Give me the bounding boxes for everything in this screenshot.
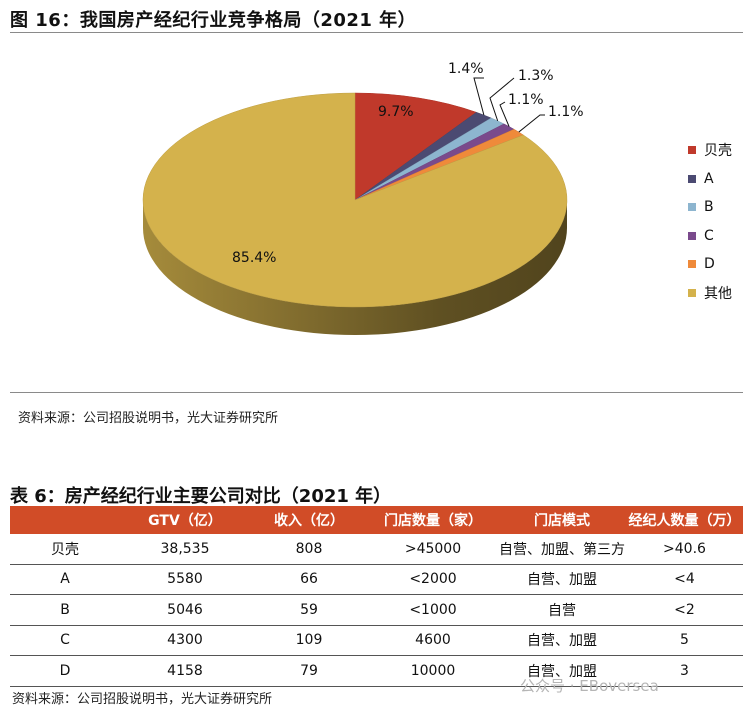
table-cell: B (10, 594, 120, 626)
legend-swatch (688, 203, 696, 212)
table-cell: 5580 (120, 564, 250, 595)
table-header-cell: GTV（亿） (148, 513, 222, 529)
table-cell: 4158 (120, 655, 250, 687)
table-cell: 自营 (498, 594, 626, 626)
legend-item: 贝壳 (688, 136, 732, 165)
watermark: 公众号 · EBoversea (520, 677, 659, 695)
table-header-cell: 收入（亿） (274, 513, 344, 529)
leader-line-B (489, 77, 515, 122)
table-cell: <2000 (368, 564, 498, 595)
table-cell: <2 (626, 594, 743, 626)
legend-label: A (704, 170, 714, 187)
data-label-贝壳: 9.7% (378, 104, 414, 120)
table-cell: >40.6 (626, 534, 743, 565)
table-row: A 5580 66 <2000 自营、加盟 <4 (10, 564, 743, 595)
table-cell: 5046 (120, 594, 250, 626)
table-row: 贝壳 38,535 808 >45000 自营、加盟、第三方 >40.6 (10, 534, 743, 565)
table-cell: 自营、加盟 (498, 625, 626, 656)
figure-title: 图 16：我国房产经纪行业竞争格局（2021 年） (10, 10, 417, 31)
table-cell: 自营、加盟 (498, 655, 626, 687)
leader-line-A (473, 77, 485, 116)
legend-item: A (688, 165, 732, 194)
table-cell: 3 (626, 655, 743, 687)
table-header-row: GTV（亿） 收入（亿） 门店数量（家） 门店模式 经纪人数量（万） (10, 506, 743, 534)
pie-chart: 9.7% 85.4% 1.4% 1.3% 1.1%1.1% (142, 61, 584, 335)
legend-swatch (688, 288, 696, 297)
table-body: 贝壳 38,535 808 >45000 自营、加盟、第三方 >40.6 A 5580 66 <2… (10, 534, 743, 687)
data-label-B: 1.3% (518, 68, 554, 84)
chart-legend: 贝壳 A B C D 其他 (688, 136, 732, 307)
table-cell: <4 (626, 564, 743, 595)
table-cell: 59 (250, 594, 368, 626)
legend-label: B (704, 199, 714, 216)
legend-item: B (688, 193, 732, 222)
pie-slice-贝壳 (354, 92, 477, 201)
table-cell: 贝壳 (10, 534, 120, 565)
table-header-cell (10, 506, 120, 534)
table-cell: >45000 (368, 534, 498, 565)
table-cell: 4300 (120, 625, 250, 656)
leader-line-C (499, 101, 510, 127)
table-source: 资料来源：公司招股说明书，光大证券研究所 (12, 692, 273, 707)
table-cell: 自营、加盟、第三方 (498, 534, 626, 565)
table-header-cell: 门店模式 (534, 513, 590, 529)
legend-label: D (704, 256, 715, 273)
title-rule (10, 32, 743, 33)
chart-bottom-rule (10, 392, 743, 393)
table-cell: 10000 (368, 655, 498, 687)
table-header-cell: 门店数量（家） (384, 513, 482, 529)
legend-label: 贝壳 (704, 143, 732, 160)
pie-side-wall (143, 200, 567, 335)
legend-swatch (688, 260, 696, 269)
table-cell: A (10, 564, 120, 595)
leader-line-D (518, 114, 545, 133)
chart-source: 资料来源：公司招股说明书，光大证券研究所 (18, 411, 279, 426)
table-cell: 808 (250, 534, 368, 565)
legend-label: 其他 (704, 285, 732, 302)
data-label-其他: 85.4% (232, 250, 276, 266)
table-cell: C (10, 625, 120, 656)
table-cell: 66 (250, 564, 368, 595)
table-cell: 38,535 (120, 534, 250, 565)
table-header-cell: 经纪人数量（万） (628, 513, 741, 529)
data-label-D: 1.1% (548, 104, 584, 120)
table-cell: 79 (250, 655, 368, 687)
table-cell: 4600 (368, 625, 498, 656)
table-cell: 109 (250, 625, 368, 656)
legend-item: C (688, 222, 732, 251)
data-label-A: 1.4% (448, 61, 484, 77)
table-row: D 4158 79 10000 自营、加盟 3 (10, 655, 743, 687)
legend-item: 其他 (688, 279, 732, 308)
company-comparison-table: GTV（亿） 收入（亿） 门店数量（家） 门店模式 经纪人数量（万） 贝壳 38,535 8… (10, 506, 743, 687)
pie-slice-其他 (142, 92, 568, 308)
table-cell: 5 (626, 625, 743, 656)
table-row: C 4300 109 4600 自营、加盟 5 (10, 625, 743, 656)
legend-label: C (704, 227, 714, 244)
table-cell: 自营、加盟 (498, 564, 626, 595)
table-cell: D (10, 655, 120, 687)
legend-item: D (688, 250, 732, 279)
table-row: B 5046 59 <1000 自营 <2 (10, 594, 743, 626)
legend-swatch (688, 231, 696, 240)
table-cell: <1000 (368, 594, 498, 626)
table-title: 表 6：房产经纪行业主要公司对比（2021 年） (10, 486, 392, 507)
legend-swatch (688, 146, 696, 155)
data-label-C: 1.1% (508, 92, 544, 108)
legend-swatch (688, 174, 696, 183)
